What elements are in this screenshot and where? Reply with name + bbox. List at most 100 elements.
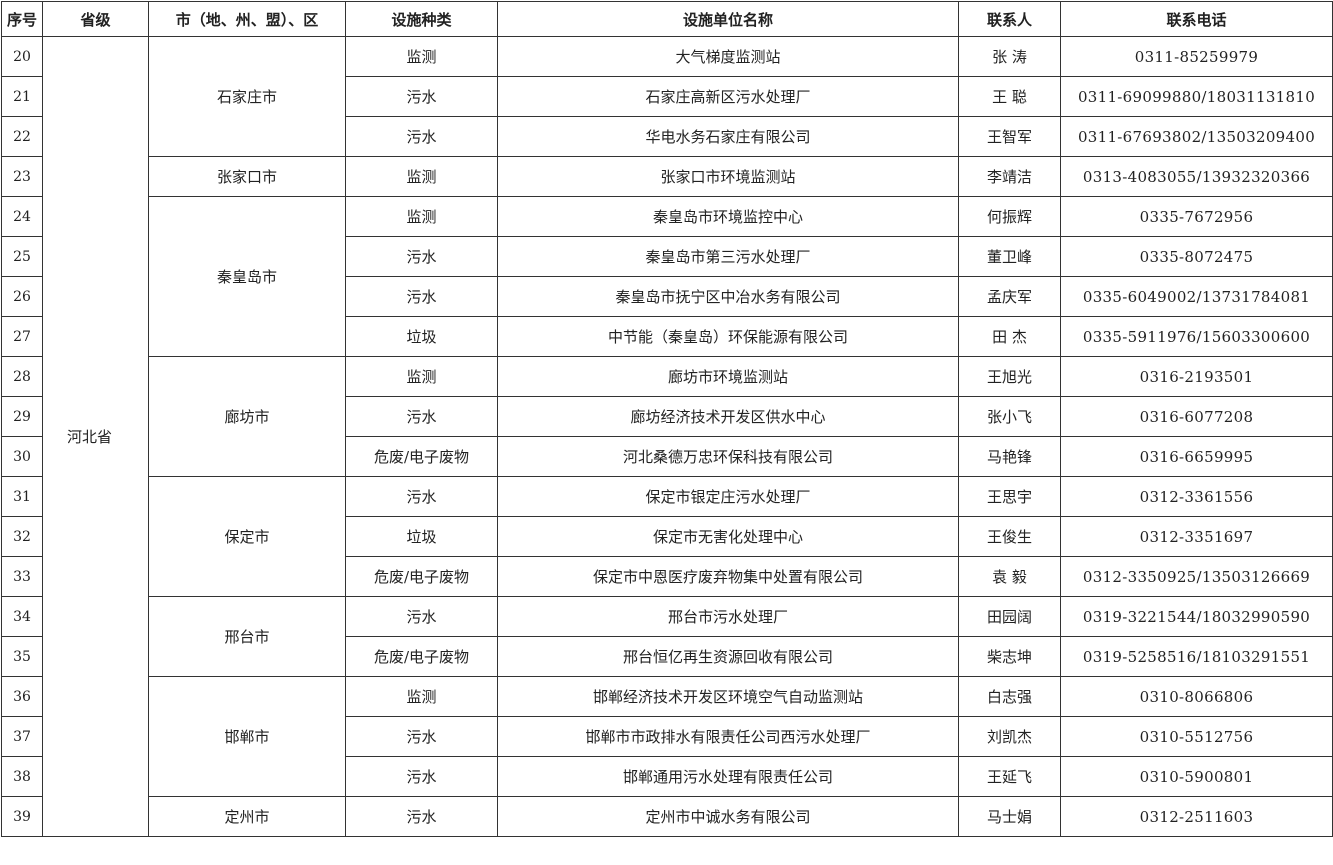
city-cell: 张家口市 — [148, 156, 346, 197]
facility-type: 污水 — [345, 476, 498, 517]
table-body: 20 河北省 石家庄市 监测 大气梯度监测站张 涛 0311-85259979 21 污水 石家… — [1, 36, 1333, 837]
province-cell: 河北省 — [42, 36, 149, 837]
header-cell: 联系人 — [958, 1, 1061, 37]
contact-phone: 0311-67693802/13503209400 — [1060, 116, 1333, 157]
facility-name: 廊坊经济技术开发区供水中心 — [497, 396, 959, 437]
facility-type: 污水 — [345, 796, 498, 837]
table-row: 22 污水 华电水务石家庄有限公司 王智军 0311-67693802/13503209… — [1, 116, 1333, 157]
contact-person: 王思宇 — [958, 476, 1061, 517]
facility-type: 监测 — [345, 36, 498, 77]
city-cell: 石家庄市 — [148, 36, 346, 157]
contact-phone: 0319-3221544/18032990590 — [1060, 596, 1333, 637]
contact-phone: 0310-8066806 — [1060, 676, 1333, 717]
row-number: 35 — [1, 636, 43, 677]
contact-person: 张 涛 — [958, 36, 1061, 77]
row-number: 34 — [1, 596, 43, 637]
facility-type: 污水 — [345, 76, 498, 117]
facility-name: 邯郸经济技术开发区环境空气自动监测站 — [497, 676, 959, 717]
header-cell: 设施单位名称 — [497, 1, 959, 37]
row-number: 29 — [1, 396, 43, 437]
city-cell: 保定市 — [148, 476, 346, 597]
table-row: 27 垃圾 中节能（秦皇岛）环保能源有限公司田 杰 0335-5911976/1560… — [1, 316, 1333, 357]
contact-person: 袁 毅 — [958, 556, 1061, 597]
facility-name: 保定市无害化处理中心 — [497, 516, 959, 557]
contact-person: 孟庆军 — [958, 276, 1061, 317]
table-row: 26 污水 秦皇岛市抚宁区中冶水务有限公司 孟庆军 0335-6049002/13731… — [1, 276, 1333, 317]
row-number: 32 — [1, 516, 43, 557]
facility-name: 邢台市污水处理厂 — [497, 596, 959, 637]
facility-type: 污水 — [345, 716, 498, 757]
row-number: 23 — [1, 156, 43, 197]
header-cell: 序号 — [1, 1, 43, 37]
facility-name: 华电水务石家庄有限公司 — [497, 116, 959, 157]
contact-person: 马士娟 — [958, 796, 1061, 837]
contact-person: 王延飞 — [958, 756, 1061, 797]
table-row: 36 邯郸市 监测 邯郸经济技术开发区环境空气自动监测站 白志强 0310-8066806 — [1, 676, 1333, 797]
facility-name: 河北桑德万忠环保科技有限公司 — [497, 436, 959, 477]
contact-person: 刘凯杰 — [958, 716, 1061, 757]
table-row: 39 定州市 污水 定州市中诚水务有限公司 马士娟 0312-2511603 — [1, 796, 1333, 837]
facility-name: 中节能（秦皇岛）环保能源有限公司 — [497, 316, 959, 357]
table-row: 33 危废/电子废物 保定市中恩医疗废弃物集中处置有限公司袁 毅 0312-33509… — [1, 556, 1333, 597]
facility-name: 大气梯度监测站 — [497, 36, 959, 77]
contact-phone: 0311-69099880/18031131810 — [1060, 76, 1333, 117]
table-row: 32 垃圾 保定市无害化处理中心 王俊生 0312-3351697 — [1, 516, 1333, 557]
contact-person: 柴志坤 — [958, 636, 1061, 677]
contact-phone: 0316-6659995 — [1060, 436, 1333, 477]
contact-phone: 0335-5911976/15603300600 — [1060, 316, 1333, 357]
table-row: 38 污水 邯郸通用污水处理有限责任公司 王延飞 0310-5900801 — [1, 756, 1333, 797]
contact-phone: 0312-3361556 — [1060, 476, 1333, 517]
row-number: 26 — [1, 276, 43, 317]
table-row: 35 危废/电子废物 邢台恒亿再生资源回收有限公司 柴志坤 0319-5258516/1… — [1, 636, 1333, 677]
row-number: 21 — [1, 76, 43, 117]
table-row: 20 河北省 石家庄市 监测 大气梯度监测站张 涛 0311-85259979 — [1, 36, 1333, 837]
facility-type: 垃圾 — [345, 516, 498, 557]
header-cell: 省级 — [42, 1, 149, 37]
table-row: 34 邢台市 污水 邢台市污水处理厂 田园阔 0319-3221544/180329905… — [1, 596, 1333, 677]
table-row: 30 危废/电子废物 河北桑德万忠环保科技有限公司 马艳锋 0316-6659995 — [1, 436, 1333, 477]
table-row: 37 污水 邯郸市市政排水有限责任公司西污水处理厂 刘凯杰 0310-5512756 — [1, 716, 1333, 757]
table-row: 23 张家口市 监测 张家口市环境监测站 李靖洁 0313-4083055/1393232… — [1, 156, 1333, 197]
contact-phone: 0310-5512756 — [1060, 716, 1333, 757]
table-row: 21 污水 石家庄高新区污水处理厂王 聪 0311-69099880/18031131… — [1, 76, 1333, 117]
row-number: 24 — [1, 196, 43, 237]
row-number: 39 — [1, 796, 43, 837]
facility-type: 污水 — [345, 396, 498, 437]
row-number: 31 — [1, 476, 43, 517]
contact-person: 何振辉 — [958, 196, 1061, 237]
facility-name: 廊坊市环境监测站 — [497, 356, 959, 397]
row-number: 27 — [1, 316, 43, 357]
contact-phone: 0311-85259979 — [1060, 36, 1333, 77]
header-row: 序号 省级 市（地、州、盟）、区 设施种类 设施单位名称 联系人 联系电话 — [1, 1, 1333, 37]
facility-name: 张家口市环境监测站 — [497, 156, 959, 197]
contact-phone: 0316-6077208 — [1060, 396, 1333, 437]
city-cell: 廊坊市 — [148, 356, 346, 477]
facility-name: 秦皇岛市抚宁区中冶水务有限公司 — [497, 276, 959, 317]
contact-person: 王智军 — [958, 116, 1061, 157]
contact-phone: 0313-4083055/13932320366 — [1060, 156, 1333, 197]
facility-name: 保定市中恩医疗废弃物集中处置有限公司 — [497, 556, 959, 597]
contact-person: 王 聪 — [958, 76, 1061, 117]
row-number: 37 — [1, 716, 43, 757]
city-cell: 邯郸市 — [148, 676, 346, 797]
contact-phone: 0310-5900801 — [1060, 756, 1333, 797]
facility-type: 监测 — [345, 156, 498, 197]
contact-person: 田园阔 — [958, 596, 1061, 637]
city-cell: 邢台市 — [148, 596, 346, 677]
contact-phone: 0316-2193501 — [1060, 356, 1333, 397]
contact-phone: 0335-8072475 — [1060, 236, 1333, 277]
row-number: 33 — [1, 556, 43, 597]
contact-person: 田 杰 — [958, 316, 1061, 357]
contact-phone: 0312-3350925/13503126669 — [1060, 556, 1333, 597]
facility-type: 污水 — [345, 276, 498, 317]
city-cell: 定州市 — [148, 796, 346, 837]
facility-name: 邯郸通用污水处理有限责任公司 — [497, 756, 959, 797]
contact-person: 白志强 — [958, 676, 1061, 717]
city-cell: 秦皇岛市 — [148, 196, 346, 357]
contact-phone: 0319-5258516/18103291551 — [1060, 636, 1333, 677]
table-row: 29 污水 廊坊经济技术开发区供水中心 张小飞 0316-6077208 — [1, 396, 1333, 437]
table-row: 31 保定市 污水 保定市银定庄污水处理厂 王思宇 0312-3361556 — [1, 476, 1333, 597]
facility-type: 污水 — [345, 236, 498, 277]
facility-name: 邢台恒亿再生资源回收有限公司 — [497, 636, 959, 677]
